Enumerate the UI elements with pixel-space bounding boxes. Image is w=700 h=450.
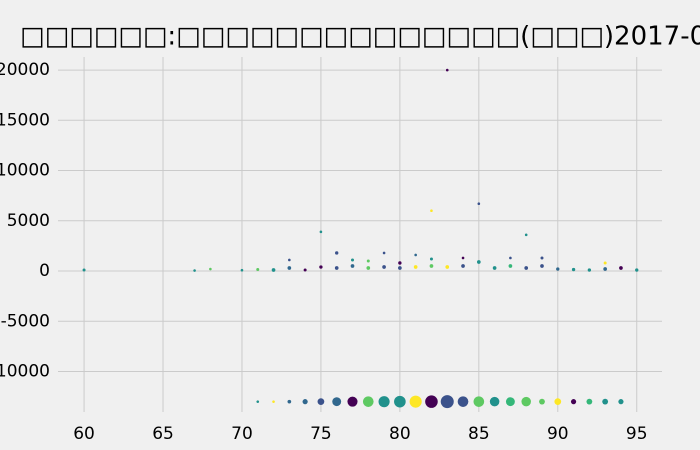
scatter-point — [603, 267, 607, 271]
scatter-point — [445, 68, 449, 72]
scatter-point — [489, 396, 500, 407]
scatter-point — [540, 264, 544, 268]
scatter-point — [287, 266, 292, 270]
scatter-point — [362, 396, 374, 407]
scatter-point — [398, 266, 402, 270]
scatter-point — [394, 395, 406, 408]
scatter-point — [473, 396, 485, 407]
scatter-point — [540, 256, 544, 260]
scatter-point — [319, 265, 323, 269]
scatter-point — [271, 268, 276, 272]
scatter-point — [382, 265, 386, 269]
y-tick-label: 0 — [39, 261, 50, 281]
scatter-point — [287, 399, 292, 404]
scatter-point — [332, 397, 342, 407]
scatter-point — [193, 269, 196, 272]
y-tick-label: 20000 — [0, 60, 50, 80]
scatter-point — [445, 265, 450, 269]
scatter-point — [524, 266, 529, 270]
chart-title: □□□□□□:□□□□□□□□□□□□□□(□□□)2017-06-30 — [20, 22, 700, 52]
y-tick-label: 10000 — [0, 161, 50, 181]
scatter-point — [382, 251, 386, 255]
scatter-point — [378, 396, 390, 408]
scatter-point — [509, 256, 512, 260]
scatter-point — [508, 264, 513, 268]
x-tick-label: 60 — [73, 424, 95, 444]
scatter-point — [571, 267, 576, 272]
scatter-point — [303, 268, 307, 272]
scatter-point — [334, 266, 339, 270]
scatter-point — [413, 265, 418, 269]
scatter-point — [603, 261, 607, 265]
scatter-point — [524, 233, 528, 237]
scatter-point — [347, 396, 358, 407]
scatter-point — [82, 268, 86, 272]
scatter-point — [350, 258, 354, 262]
x-tick-label: 75 — [310, 424, 332, 444]
scatter-point — [256, 400, 260, 403]
scatter-point — [366, 266, 371, 270]
x-tick-label: 90 — [547, 424, 569, 444]
y-tick-label: 15000 — [0, 110, 50, 130]
x-tick-label: 65 — [152, 424, 174, 444]
scatter-point — [319, 230, 323, 234]
scatter-point — [477, 202, 481, 206]
scatter-point — [461, 264, 465, 268]
scatter-point — [425, 395, 438, 408]
scatter-point — [317, 398, 325, 406]
scatter-point — [430, 209, 433, 213]
x-tick-label: 95 — [626, 424, 648, 444]
x-tick-label: 70 — [231, 424, 253, 444]
scatter-point — [492, 266, 497, 270]
scatter-point — [429, 257, 433, 261]
y-tick-label: -10000 — [0, 362, 50, 382]
scatter-point — [602, 398, 609, 405]
scatter-point — [409, 395, 422, 408]
scatter-point — [461, 256, 465, 260]
scatter-point — [429, 264, 434, 268]
scatter-point — [288, 258, 291, 262]
x-tick-label: 85 — [468, 424, 490, 444]
scatter-point — [570, 399, 577, 405]
scatter-point — [619, 266, 623, 270]
scatter-point — [554, 398, 562, 406]
scatter-point — [366, 259, 370, 263]
scatter-point — [398, 261, 402, 265]
x-tick-label: 80 — [389, 424, 411, 444]
scatter-point — [350, 264, 355, 268]
scatter-point — [635, 268, 639, 272]
scatter-point — [302, 399, 308, 405]
scatter-point — [240, 268, 244, 272]
scatter-point — [505, 397, 515, 407]
scatter-point — [586, 398, 593, 405]
scatter-point — [587, 268, 592, 272]
scatter-point — [556, 267, 560, 271]
scatter-point — [272, 400, 275, 403]
scatter-point — [476, 260, 481, 264]
scatter-point — [618, 399, 624, 405]
scatter-point — [440, 395, 454, 409]
scatter-point — [209, 267, 212, 271]
y-tick-label: 5000 — [7, 211, 50, 231]
scatter-point — [457, 396, 469, 407]
scatter-point — [521, 396, 531, 407]
y-tick-label: -5000 — [1, 311, 50, 331]
scatter-point — [256, 268, 260, 272]
scatter-point — [414, 253, 417, 257]
scatter-point — [335, 251, 339, 255]
scatter-point — [539, 398, 545, 405]
